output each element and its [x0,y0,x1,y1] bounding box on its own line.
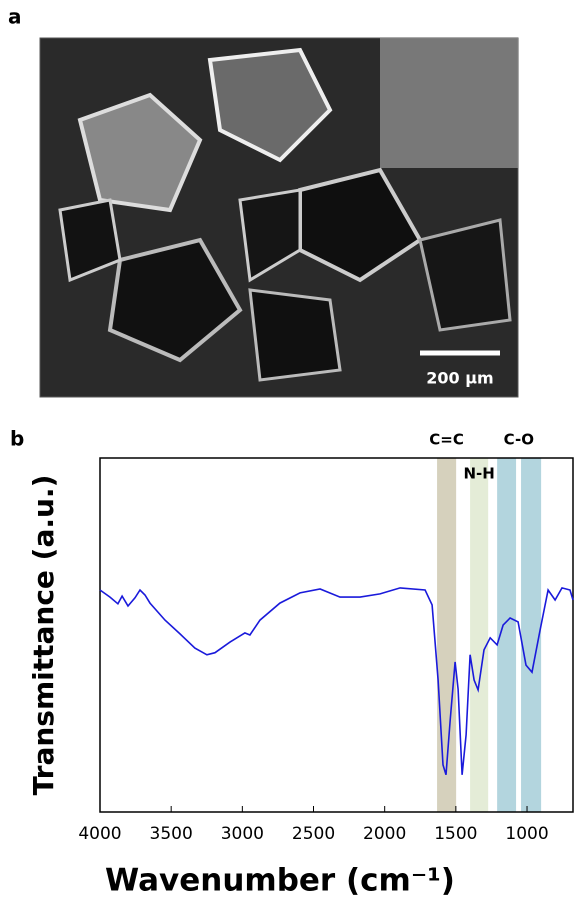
x-axis-label: Wavenumber (cm⁻¹) [105,863,455,899]
band [497,458,517,812]
panel-label: b [10,427,24,451]
x-tick-label: 2000 [363,824,406,844]
panel-label: a [8,5,22,29]
band-label: C-O [504,431,534,449]
band [521,458,542,812]
x-tick-label: 1500 [434,824,477,844]
x-tick-label: 1000 [505,824,548,844]
x-tick-label: 3000 [221,824,264,844]
x-tick-label: 4000 [78,824,121,844]
y-axis-label: Transmittance (a.u.) [27,475,60,796]
sem-image [39,37,519,398]
spectrum-line [99,586,574,776]
band-label: C=C [429,431,464,449]
scale-bar-label: 200 µm [426,369,493,388]
x-tick-label: 2500 [292,824,335,844]
plot-frame [99,457,574,813]
band [437,458,457,812]
x-tick-label: 3500 [150,824,193,844]
band [470,458,489,812]
band-label: N-H [463,465,494,483]
